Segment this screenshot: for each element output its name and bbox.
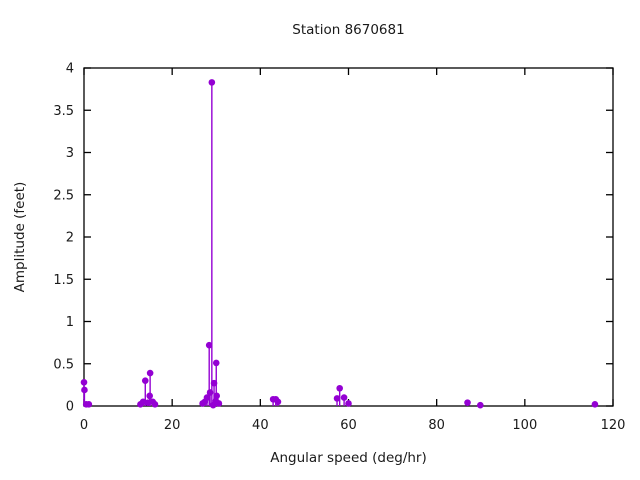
data-point: [208, 79, 216, 86]
data-point: [151, 401, 159, 408]
x-tick-label: 120: [601, 418, 626, 433]
data-point: [340, 394, 348, 401]
y-tick-label: 0: [66, 400, 74, 415]
data-point: [210, 379, 218, 387]
data-point: [81, 386, 88, 394]
x-tick-label: 20: [164, 418, 181, 433]
x-tick-label: 60: [340, 418, 357, 433]
plot-frame: [83, 67, 614, 407]
data-point: [80, 379, 88, 386]
y-tick-label: 3.5: [53, 104, 74, 119]
data-point: [333, 395, 341, 402]
y-tick-label: 1: [66, 315, 74, 330]
data-point: [212, 359, 220, 367]
data-point: [213, 392, 220, 400]
x-tick-label: 80: [428, 418, 445, 433]
data-point: [85, 401, 93, 408]
data-point: [464, 399, 471, 406]
y-tick-label: 0.5: [53, 357, 74, 372]
data-point: [206, 389, 214, 396]
x-tick-label: 100: [512, 418, 537, 433]
x-tick-label: 0: [80, 418, 88, 433]
data-point: [274, 398, 282, 406]
x-tick-label: 40: [252, 418, 269, 433]
y-tick-label: 3: [66, 146, 74, 161]
chart-title: Station 8670681: [292, 22, 405, 38]
data-point: [336, 384, 343, 392]
data-point: [591, 401, 599, 408]
y-tick-label: 2: [66, 231, 74, 246]
data-point: [345, 400, 352, 407]
x-axis-label: Angular speed (deg/hr): [270, 450, 427, 466]
data-point: [205, 341, 213, 349]
data-point: [215, 400, 223, 407]
data-point: [146, 392, 153, 400]
y-tick-label: 2.5: [53, 188, 74, 203]
data-point: [146, 369, 154, 377]
data-point: [141, 377, 149, 384]
data-point: [477, 401, 484, 409]
y-tick-label: 1.5: [53, 273, 74, 288]
y-tick-label: 4: [66, 62, 74, 77]
data-point: [203, 394, 211, 401]
